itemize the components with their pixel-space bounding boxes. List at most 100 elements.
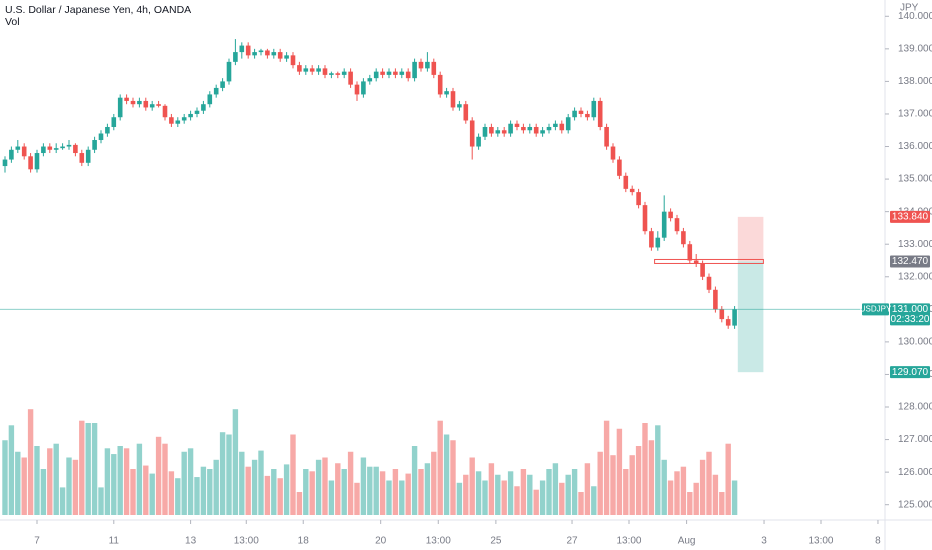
volume-bar: [514, 486, 520, 515]
target-zone: [737, 261, 764, 373]
candle-body: [354, 84, 360, 95]
y-tick-label: 136.000: [898, 141, 932, 152]
volume-bar: [379, 471, 386, 515]
candle-body: [546, 126, 552, 131]
volume-bar: [571, 469, 578, 515]
volume-bar: [277, 478, 283, 515]
volume-bar: [450, 440, 456, 515]
volume-bar: [15, 451, 21, 515]
volume-bar: [72, 459, 79, 515]
candle-body: [636, 192, 641, 206]
candle-body: [181, 117, 187, 121]
y-tick-label: 135.000: [898, 174, 932, 185]
volume-bar: [693, 482, 699, 515]
volume-bar: [463, 474, 469, 515]
volume-bar: [335, 463, 341, 515]
candle-body: [213, 87, 219, 95]
volume-bar: [66, 457, 72, 515]
countdown-label: 02:33:20: [891, 314, 930, 325]
volume-bar: [194, 477, 200, 515]
volume-bar: [661, 459, 667, 515]
candle-body: [489, 126, 494, 134]
candle-body: [674, 218, 680, 232]
y-tick-label: 139.000: [898, 43, 932, 54]
candle-body: [2, 159, 8, 167]
candle-body: [469, 120, 475, 147]
volume-bar: [354, 482, 360, 515]
candle-body: [501, 130, 507, 134]
candle-body: [316, 68, 321, 72]
volume-bar: [322, 457, 328, 515]
y-tick-label: 130.000: [898, 337, 932, 348]
volume-bar: [8, 425, 15, 515]
candle-body: [15, 146, 21, 150]
volume-bar: [117, 446, 123, 515]
volume-bar: [616, 428, 623, 515]
candle-body: [137, 100, 142, 105]
candle-body: [28, 156, 33, 170]
volume-bar: [264, 475, 271, 515]
volume-bar: [648, 440, 655, 515]
volume-bar: [680, 466, 687, 515]
x-tick-label: 3: [761, 536, 767, 547]
volume-bar: [27, 409, 34, 515]
stop-tag-label: 133.840: [892, 211, 929, 222]
volume-bar: [488, 463, 495, 515]
candle-body: [335, 73, 341, 75]
candle-body: [207, 94, 213, 105]
x-tick-label: 13:00: [234, 536, 259, 547]
volume-bar: [443, 434, 450, 515]
candle-body: [194, 110, 200, 114]
y-tick-label: 132.000: [898, 271, 932, 282]
candle-body: [700, 263, 705, 277]
y-tick-label: 137.000: [898, 109, 932, 120]
candle-body: [85, 149, 91, 163]
candle-body: [693, 260, 699, 264]
volume-bar: [584, 463, 591, 515]
volume-bar: [642, 423, 648, 515]
volume-bar: [629, 455, 635, 515]
volume-bar: [187, 448, 194, 515]
candle-body: [53, 148, 59, 150]
y-tick-label: 140.000: [898, 11, 932, 22]
candle-body: [431, 61, 437, 75]
x-tick-label: 20: [375, 536, 387, 547]
candle-body: [245, 45, 251, 56]
candle-body: [201, 104, 206, 111]
volume-bar: [552, 463, 559, 515]
volume-bar: [79, 420, 85, 515]
x-tick-label: 13:00: [616, 536, 641, 547]
volume-bar: [475, 471, 482, 515]
volume-bar: [136, 443, 143, 515]
candle-body: [553, 123, 558, 127]
candle-body: [540, 130, 545, 134]
candle-body: [303, 68, 309, 72]
candle-body: [188, 113, 193, 118]
candle-body: [655, 237, 661, 248]
volume-bar: [347, 451, 354, 515]
x-tick-label: 7: [34, 536, 40, 547]
candle-body: [681, 231, 686, 245]
price-tags: 133.840 132.470 129.070 131.00002:33:20USDJ…: [860, 210, 930, 379]
candle-body: [623, 175, 629, 189]
candle-body: [233, 52, 238, 62]
candle-body: [226, 61, 232, 82]
volume-bar: [367, 466, 373, 515]
candle-body: [79, 153, 85, 163]
volume-layer: [2, 409, 738, 515]
volume-bar: [251, 459, 258, 515]
candle-body: [399, 71, 405, 75]
candle-body: [348, 71, 353, 85]
volume-bar: [635, 446, 642, 515]
volume-bar: [431, 451, 437, 515]
volume-bar: [591, 486, 597, 515]
volume-bar: [687, 492, 693, 515]
volume-bar: [399, 480, 405, 515]
candle-body: [277, 52, 283, 59]
candle-body: [732, 309, 737, 326]
volume-bar: [482, 480, 488, 515]
candle-body: [617, 159, 622, 176]
target-tag-box: [890, 366, 930, 379]
volume-bar: [520, 469, 527, 515]
